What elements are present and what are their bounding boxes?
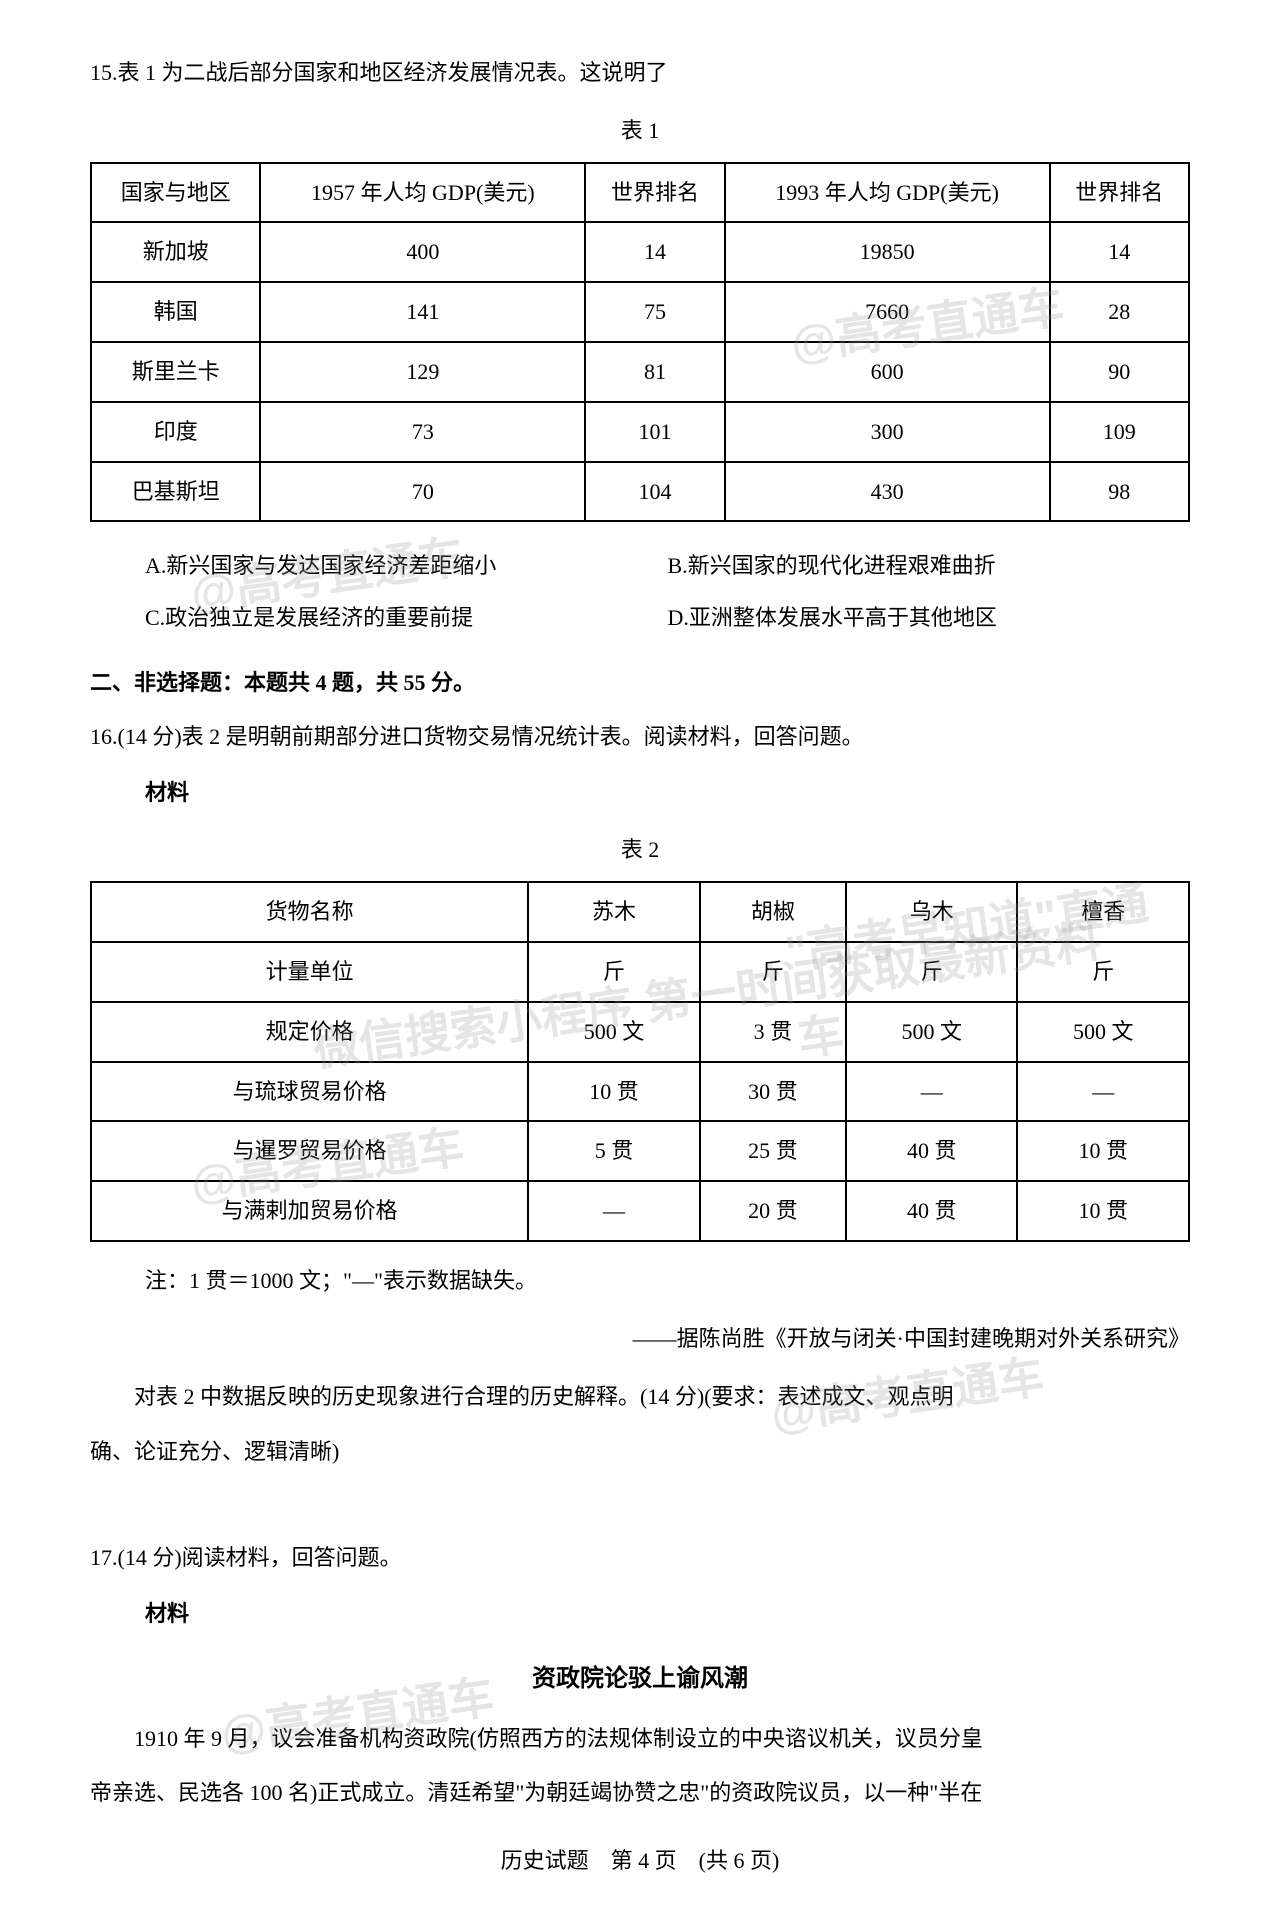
table-cell: 韩国: [91, 282, 260, 342]
table-cell: 98: [1050, 462, 1189, 522]
table-cell: 斯里兰卡: [91, 342, 260, 402]
table-cell: 5 贯: [528, 1121, 699, 1181]
option-b: B.新兴国家的现代化进程艰难曲折: [668, 545, 1191, 587]
table-cell: 25 贯: [700, 1121, 846, 1181]
table-cell: 10 贯: [1017, 1121, 1189, 1181]
table-header: 世界排名: [585, 163, 724, 223]
table-cell: 101: [585, 402, 724, 462]
table-cell: —: [846, 1062, 1017, 1122]
table-header: 胡椒: [700, 882, 846, 942]
table-cell: 30 贯: [700, 1062, 846, 1122]
q16-table: 货物名称 苏木 胡椒 乌木 檀香 计量单位 斤 斤 斤 斤 规定价格 500 文…: [90, 881, 1190, 1242]
table-cell: 73: [260, 402, 585, 462]
table-cell: 109: [1050, 402, 1189, 462]
spacer: [90, 1485, 1190, 1525]
table-header: 乌木: [846, 882, 1017, 942]
table-cell: 40 贯: [846, 1121, 1017, 1181]
table-row: 韩国 141 75 7660 28: [91, 282, 1189, 342]
table-cell: 90: [1050, 342, 1189, 402]
table-cell: 与暹罗贸易价格: [91, 1121, 528, 1181]
q16-material-label: 材料: [90, 772, 1190, 814]
table-header: 檀香: [1017, 882, 1189, 942]
table-cell: 600: [725, 342, 1050, 402]
table-cell: 40 贯: [846, 1181, 1017, 1241]
page-container: @高考直通车 @高考直通车 "高考早知道"直通车 微信搜索小程序 第一时间获取最…: [90, 52, 1190, 1882]
table-cell: —: [1017, 1062, 1189, 1122]
table-cell: —: [528, 1181, 699, 1241]
q17-subtitle: 资政院论驳上谕风潮: [90, 1657, 1190, 1703]
table-cell: 14: [1050, 222, 1189, 282]
table-cell: 印度: [91, 402, 260, 462]
table-cell: 斤: [1017, 942, 1189, 1002]
table-cell: 19850: [725, 222, 1050, 282]
table-cell: 斤: [846, 942, 1017, 1002]
table-header: 1957 年人均 GDP(美元): [260, 163, 585, 223]
table-cell: 斤: [700, 942, 846, 1002]
table-header: 1993 年人均 GDP(美元): [725, 163, 1050, 223]
option-d: D.亚洲整体发展水平高于其他地区: [668, 597, 1191, 639]
table-cell: 斤: [528, 942, 699, 1002]
table-row: 与暹罗贸易价格 5 贯 25 贯 40 贯 10 贯: [91, 1121, 1189, 1181]
table-cell: 28: [1050, 282, 1189, 342]
table-row: 计量单位 斤 斤 斤 斤: [91, 942, 1189, 1002]
table-cell: 75: [585, 282, 724, 342]
q15-table: 国家与地区 1957 年人均 GDP(美元) 世界排名 1993 年人均 GDP…: [90, 162, 1190, 523]
table-cell: 计量单位: [91, 942, 528, 1002]
table-cell: 7660: [725, 282, 1050, 342]
table-cell: 20 贯: [700, 1181, 846, 1241]
table-cell: 规定价格: [91, 1002, 528, 1062]
q16-table-caption: 表 2: [90, 829, 1190, 871]
table-cell: 新加坡: [91, 222, 260, 282]
table-cell: 14: [585, 222, 724, 282]
q17-body-line2: 帝亲选、民选各 100 名)正式成立。清廷希望"为朝廷竭协赞之忠"的资政院议员，…: [90, 1772, 1190, 1814]
table-cell: 10 贯: [528, 1062, 699, 1122]
page-footer: 历史试题 第 4 页 (共 6 页): [90, 1840, 1190, 1882]
q16-prompt-line2: 确、论证充分、逻辑清晰): [90, 1431, 1190, 1473]
table-row: 斯里兰卡 129 81 600 90: [91, 342, 1189, 402]
table-row: 新加坡 400 14 19850 14: [91, 222, 1189, 282]
q16-note: 注：1 贯＝1000 文；"—"表示数据缺失。: [90, 1260, 1190, 1302]
table-cell: 300: [725, 402, 1050, 462]
table-cell: 3 贯: [700, 1002, 846, 1062]
table-cell: 10 贯: [1017, 1181, 1189, 1241]
q15-table-caption: 表 1: [90, 110, 1190, 152]
table-row: 印度 73 101 300 109: [91, 402, 1189, 462]
option-c: C.政治独立是发展经济的重要前提: [145, 597, 668, 639]
table-cell: 500 文: [846, 1002, 1017, 1062]
q17-material-label: 材料: [90, 1593, 1190, 1635]
q16-stem: 16.(14 分)表 2 是明朝前期部分进口货物交易情况统计表。阅读材料，回答问…: [90, 716, 1190, 758]
table-cell: 与满剌加贸易价格: [91, 1181, 528, 1241]
table-cell: 430: [725, 462, 1050, 522]
table-header: 货物名称: [91, 882, 528, 942]
table-cell: 70: [260, 462, 585, 522]
table-cell: 500 文: [528, 1002, 699, 1062]
q17-stem: 17.(14 分)阅读材料，回答问题。: [90, 1537, 1190, 1579]
table-row: 与琉球贸易价格 10 贯 30 贯 — —: [91, 1062, 1189, 1122]
q16-source: ——据陈尚胜《开放与闭关·中国封建晚期对外关系研究》: [90, 1318, 1190, 1360]
table-cell: 104: [585, 462, 724, 522]
table-cell: 141: [260, 282, 585, 342]
table-cell: 400: [260, 222, 585, 282]
table-header: 国家与地区: [91, 163, 260, 223]
table-row: 规定价格 500 文 3 贯 500 文 500 文: [91, 1002, 1189, 1062]
table-cell: 81: [585, 342, 724, 402]
q16-prompt-line1: 对表 2 中数据反映的历史现象进行合理的历史解释。(14 分)(要求：表述成文、…: [90, 1376, 1190, 1418]
q17-body-line1: 1910 年 9 月，议会准备机构资政院(仿照西方的法规体制设立的中央谘议机关，…: [90, 1718, 1190, 1760]
table-row: 巴基斯坦 70 104 430 98: [91, 462, 1189, 522]
table-cell: 500 文: [1017, 1002, 1189, 1062]
table-row: 与满剌加贸易价格 — 20 贯 40 贯 10 贯: [91, 1181, 1189, 1241]
table-cell: 129: [260, 342, 585, 402]
table-header: 世界排名: [1050, 163, 1189, 223]
q15-options: A.新兴国家与发达国家经济差距缩小 B.新兴国家的现代化进程艰难曲折 C.政治独…: [90, 540, 1190, 644]
option-a: A.新兴国家与发达国家经济差距缩小: [145, 545, 668, 587]
table-cell: 与琉球贸易价格: [91, 1062, 528, 1122]
q15-stem: 15.表 1 为二战后部分国家和地区经济发展情况表。这说明了: [90, 52, 1190, 94]
table-row: 国家与地区 1957 年人均 GDP(美元) 世界排名 1993 年人均 GDP…: [91, 163, 1189, 223]
table-header: 苏木: [528, 882, 699, 942]
table-cell: 巴基斯坦: [91, 462, 260, 522]
section2-header: 二、非选择题：本题共 4 题，共 55 分。: [90, 662, 1190, 704]
table-row: 货物名称 苏木 胡椒 乌木 檀香: [91, 882, 1189, 942]
